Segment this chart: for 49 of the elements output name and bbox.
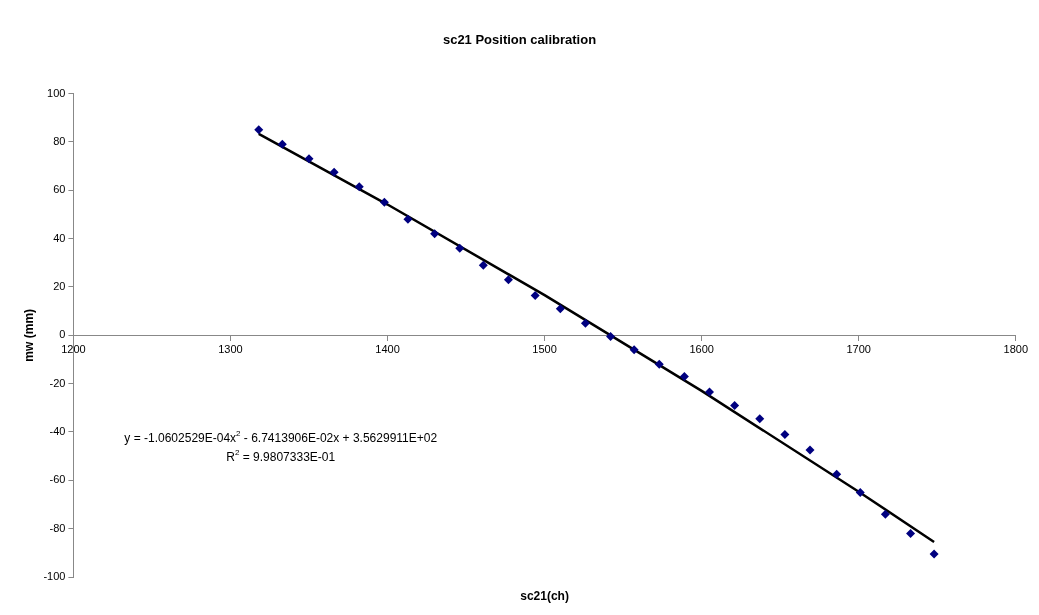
x-tick-label: 1200 bbox=[61, 342, 86, 355]
x-tick-label: 1800 bbox=[1003, 342, 1029, 355]
point bbox=[855, 487, 865, 497]
point bbox=[906, 528, 916, 538]
y-tick-label: -20 bbox=[49, 376, 66, 389]
y-tick-label: 60 bbox=[53, 183, 66, 196]
point bbox=[430, 229, 440, 239]
y-tick-label: 40 bbox=[53, 231, 66, 244]
point bbox=[755, 414, 765, 424]
point bbox=[304, 154, 314, 164]
point bbox=[354, 182, 364, 192]
point bbox=[606, 332, 616, 342]
point bbox=[629, 345, 639, 355]
point bbox=[503, 275, 513, 285]
point bbox=[277, 139, 287, 149]
x-tick-label: 1600 bbox=[689, 342, 714, 355]
x-tick-label: 1400 bbox=[375, 342, 400, 355]
point bbox=[403, 214, 413, 224]
x-tick-label: 1700 bbox=[846, 342, 871, 355]
point bbox=[654, 359, 664, 369]
point bbox=[880, 509, 890, 519]
point bbox=[379, 197, 389, 207]
y-tick-label: 80 bbox=[53, 134, 66, 147]
point bbox=[254, 125, 264, 135]
point bbox=[530, 290, 540, 300]
x-tick-label: 1500 bbox=[532, 342, 557, 355]
y-axis-title: mw (mm) bbox=[21, 308, 36, 362]
point bbox=[832, 469, 842, 479]
point bbox=[478, 260, 488, 270]
x-tick-label: 1300 bbox=[218, 342, 243, 355]
y-tick-label: 100 bbox=[47, 86, 66, 99]
point bbox=[679, 371, 689, 381]
y-tick-label: 0 bbox=[59, 328, 66, 341]
x-axis-title: sc21(ch) bbox=[520, 589, 569, 604]
y-tick-label: -80 bbox=[49, 521, 66, 534]
y-tick-label: 20 bbox=[53, 279, 66, 292]
y-tick-label: -40 bbox=[49, 425, 66, 438]
y-tick-label: -60 bbox=[49, 473, 66, 486]
point bbox=[329, 167, 339, 177]
point bbox=[705, 387, 714, 397]
point bbox=[455, 243, 465, 253]
chart-title: sc21 Position calibration bbox=[442, 32, 597, 48]
point bbox=[730, 400, 740, 410]
point bbox=[780, 429, 790, 439]
point bbox=[555, 304, 565, 314]
point bbox=[805, 445, 815, 455]
y-tick-label: -100 bbox=[43, 570, 66, 583]
point bbox=[580, 318, 590, 328]
point bbox=[929, 549, 939, 559]
